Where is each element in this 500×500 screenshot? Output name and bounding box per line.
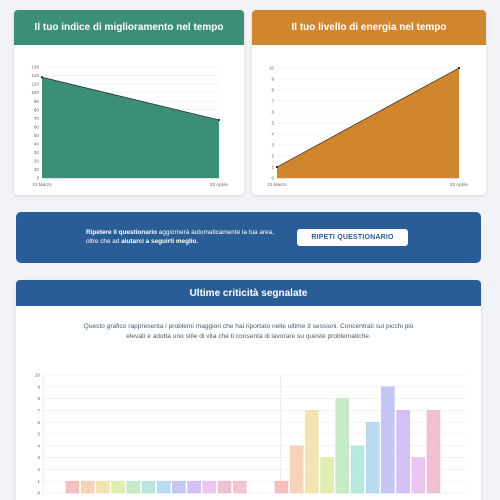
y-tick-label: 10 [269, 66, 275, 71]
y-tick-label: 1 [271, 165, 274, 170]
improvement-chart: 0 10 20 30 40 50 60 70 80 90 100 110 120 130 31 Marzo 2… [31, 65, 228, 187]
y-tick-label: 7 [37, 408, 40, 413]
bar [141, 480, 156, 494]
energy-chart: 0 1 2 3 4 5 6 7 8 9 10 31 Marzo 20 Aprile [267, 66, 468, 187]
data-point [457, 66, 461, 70]
bar [350, 445, 365, 494]
x-tick-label: 20 Aprile [450, 182, 468, 187]
x-tick-label: 31 Marzo [267, 182, 287, 187]
bar [335, 398, 350, 494]
y-tick-label: 50 [34, 133, 40, 138]
y-tick-label: 0 [271, 176, 274, 181]
y-tick-label: 6 [37, 420, 40, 425]
bar [156, 480, 171, 494]
improvement-chart-title: Il tuo indice di miglioramento nel tempo [14, 10, 244, 45]
y-tick-label: 130 [31, 65, 39, 70]
issues-bar-chart: 0 1 2 3 4 5 6 7 8 9 10 [35, 373, 466, 496]
y-tick-label: 2 [37, 467, 40, 472]
y-tick-label: 90 [34, 99, 40, 104]
data-point [40, 76, 44, 79]
improvement-chart-card: Il tuo indice di miglioramento nel tempo… [14, 10, 244, 195]
y-tick-label: 0 [37, 491, 40, 496]
y-tick-label: 5 [271, 121, 274, 126]
y-tick-label: 6 [271, 110, 274, 115]
questionnaire-banner: Ripetere il questionario aggiornerà auto… [16, 212, 481, 263]
y-tick-label: 4 [271, 132, 274, 137]
series-area [42, 77, 219, 178]
y-tick-label: 2 [271, 154, 274, 159]
y-tick-label: 110 [32, 82, 40, 87]
y-tick-label: 7 [271, 99, 274, 104]
bar [411, 457, 426, 494]
y-tick-label: 120 [31, 73, 39, 78]
bar [202, 480, 217, 494]
y-tick-label: 80 [34, 107, 40, 112]
series-line [41, 76, 220, 121]
banner-text-bold-1: Ripetere il questionario [86, 229, 158, 236]
y-tick-label: 60 [34, 124, 40, 129]
y-tick-label: 8 [37, 396, 40, 401]
bar [80, 480, 95, 494]
bar [187, 480, 201, 494]
y-tick-label: 70 [34, 116, 40, 121]
banner-text-regular: aggiornerà automaticamente la tua area, … [86, 229, 274, 245]
y-tick-label: 9 [271, 77, 274, 82]
y-tick-label: 3 [271, 143, 274, 148]
banner-text: Ripetere il questionario aggiornerà auto… [86, 229, 276, 246]
bar [274, 480, 289, 494]
issues-description: Questo grafico rappresenta i problemi ma… [83, 323, 414, 340]
data-point [275, 165, 279, 169]
y-tick-label: 5 [37, 432, 40, 437]
energy-chart-card: Il tuo livello di energia nel tempo 0 1 2 3… [252, 10, 486, 195]
bar [111, 480, 125, 494]
y-tick-label: 10 [35, 373, 41, 378]
bar [320, 457, 334, 494]
bar [96, 480, 110, 494]
y-tick-label: 4 [37, 443, 40, 448]
y-tick-label: 20 [34, 159, 40, 164]
y-tick-label: 30 [34, 150, 40, 155]
y-tick-label: 0 [36, 176, 39, 181]
bar [232, 480, 247, 494]
y-tick-label: 1 [37, 479, 40, 484]
bar [305, 410, 319, 494]
bar [365, 421, 380, 494]
data-point [217, 118, 221, 122]
y-tick-label: 40 [34, 141, 40, 146]
issues-card: Ultime criticità segnalate Questo grafic… [16, 280, 481, 500]
y-tick-label: 8 [271, 88, 274, 93]
bar [289, 445, 304, 494]
bar [381, 386, 395, 494]
bar [217, 480, 232, 494]
bar [172, 480, 186, 494]
bar [65, 480, 80, 494]
x-tick-label: 31 Marzo [32, 182, 52, 187]
retry-questionnaire-button[interactable]: RIPETI QUESTIONARIO [297, 229, 408, 246]
y-tick-label: 100 [31, 90, 39, 95]
y-tick-label: 9 [37, 384, 40, 389]
x-tick-label: 20 Aprile [210, 182, 228, 187]
y-tick-label: 3 [37, 455, 40, 460]
bar [426, 410, 441, 494]
series-line [276, 67, 460, 168]
banner-text-bold-2: aiutarci a seguirti meglio. [121, 237, 199, 245]
series-area [277, 68, 459, 178]
y-tick-label: 10 [34, 167, 40, 172]
bar [396, 410, 410, 494]
issues-card-title: Ultime criticità segnalate [16, 280, 481, 306]
bar [126, 480, 141, 494]
energy-chart-title: Il tuo livello di energia nel tempo [252, 10, 486, 45]
